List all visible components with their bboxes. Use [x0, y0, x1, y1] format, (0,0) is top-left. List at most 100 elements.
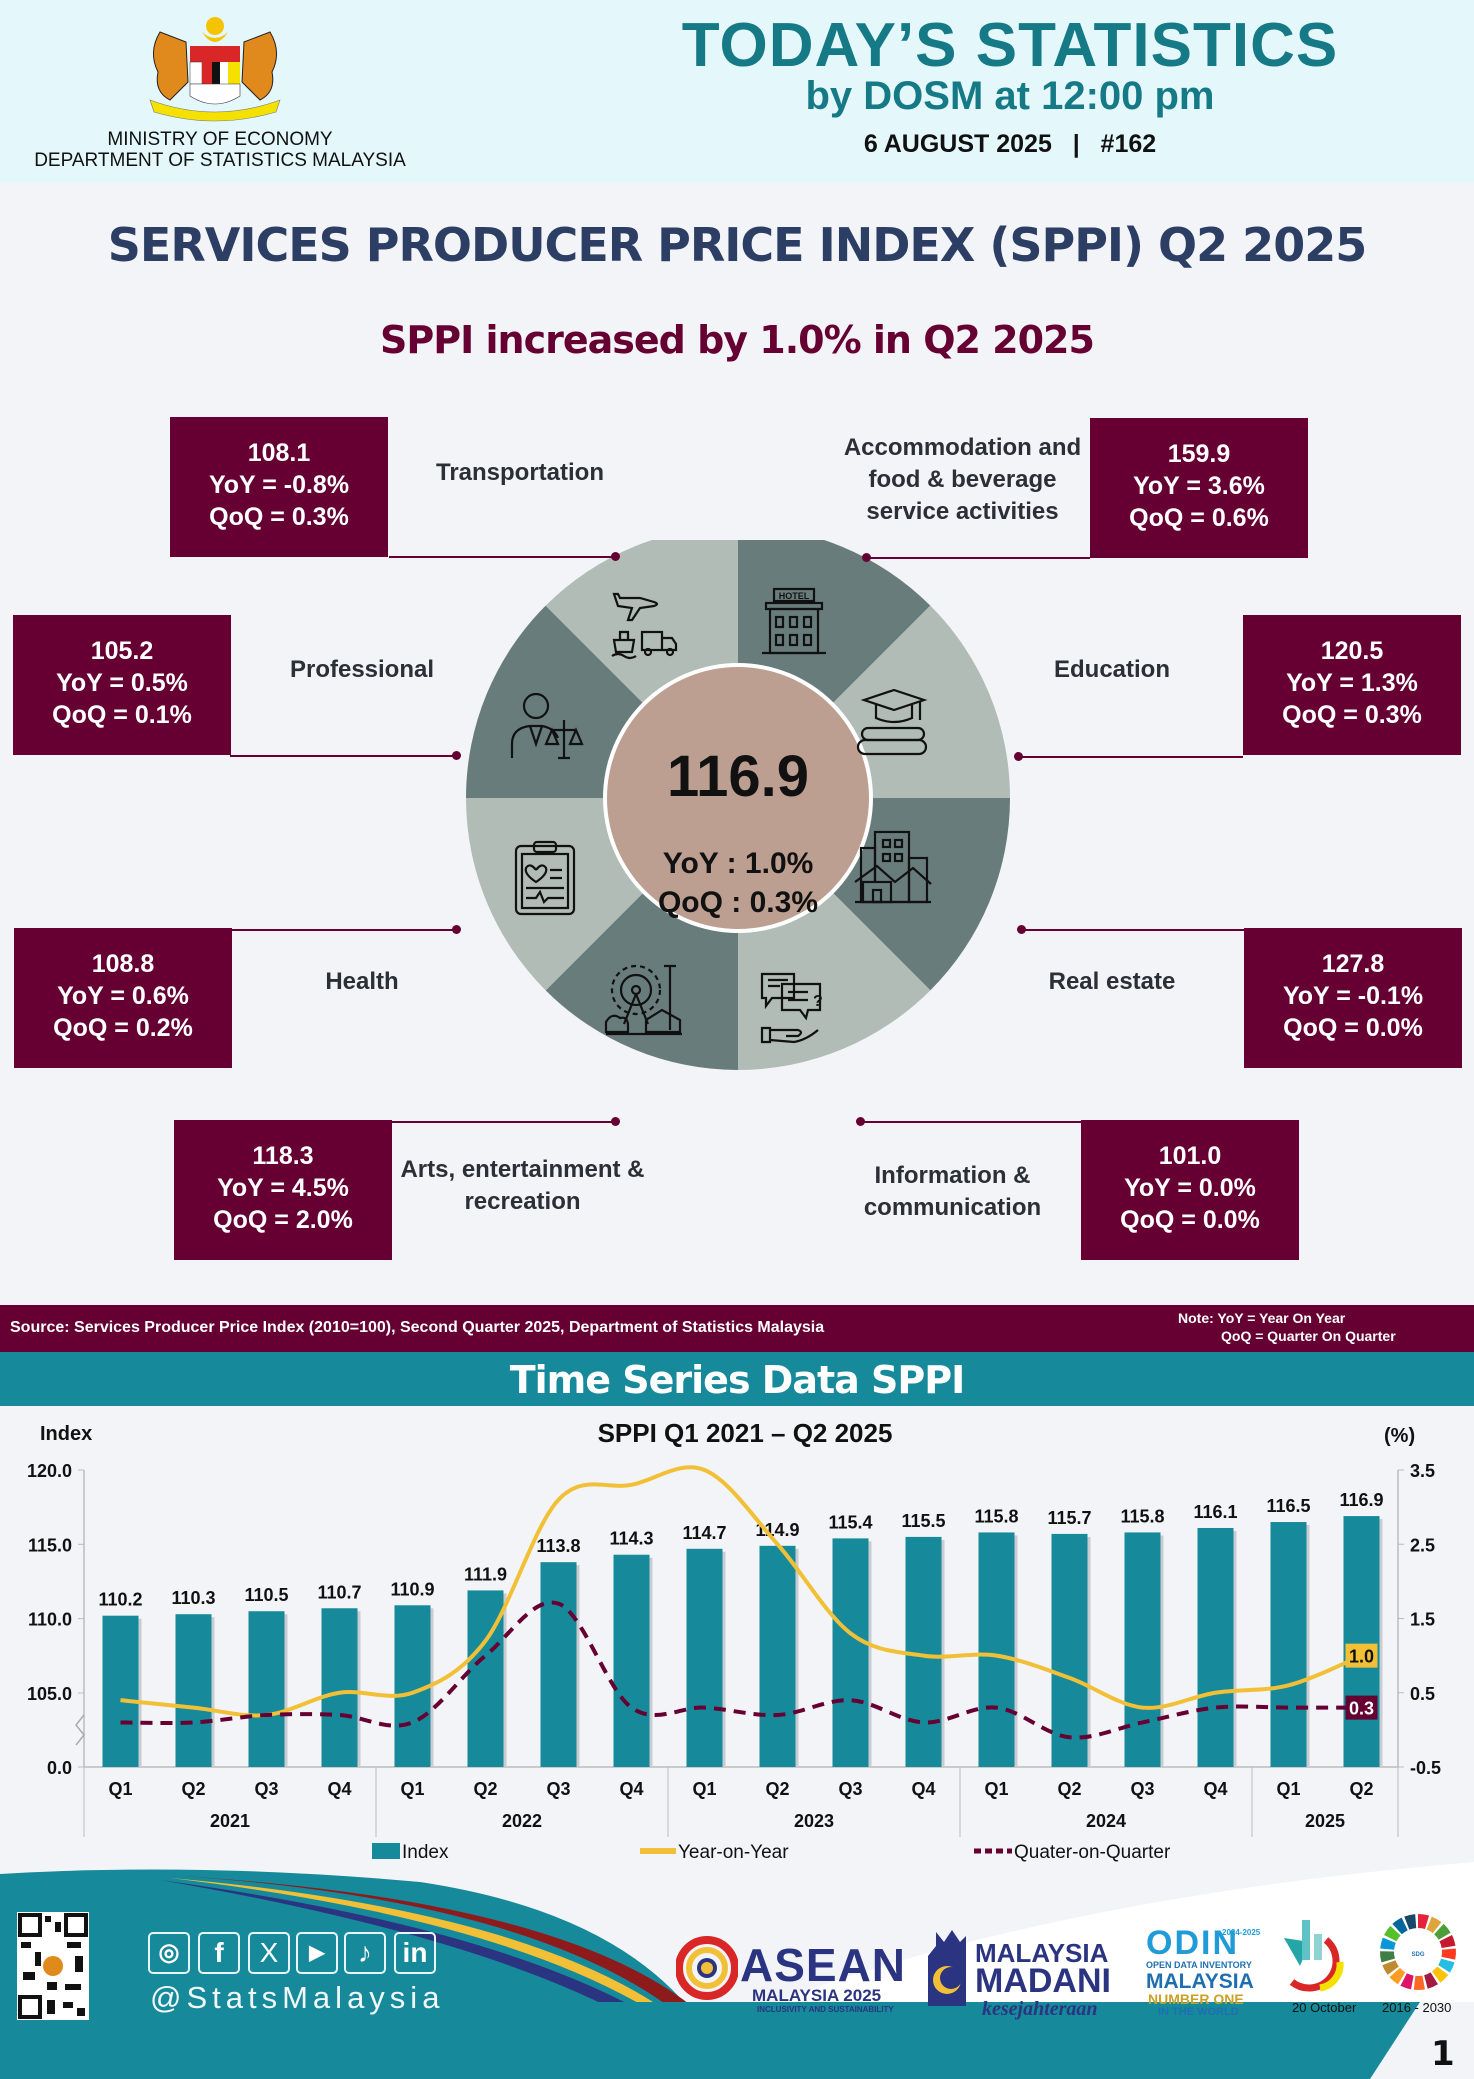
odin-logo-line3: MALAYSIA	[1146, 1970, 1254, 1993]
sector-yoy: YoY = -0.8%	[208, 471, 350, 499]
x-tick-label: Q2	[1349, 1779, 1373, 1799]
malaysia-coat-of-arms-logo	[149, 17, 281, 122]
connector-dot-accommodation	[862, 553, 871, 562]
sector-index: 101.0	[1158, 1142, 1222, 1170]
x-icon[interactable]: X	[248, 1932, 290, 1974]
index-bar	[321, 1608, 358, 1767]
chart-legend: Index Year-on-Year Quater-on-Quarter	[372, 1842, 1171, 1863]
sdg-segment	[1404, 1914, 1417, 1930]
sector-label-education: Education	[1053, 656, 1170, 683]
todays-statistics-title: TODAY’S STATISTICS	[681, 11, 1339, 80]
y2-tick-label: 0.5	[1410, 1684, 1435, 1704]
health-icon	[514, 840, 576, 916]
connector-accommodation	[866, 557, 1090, 559]
index-bar	[248, 1611, 285, 1767]
sdg-segment	[1432, 1966, 1449, 1983]
release-date-issue: 6 AUGUST 2025 | #162	[863, 130, 1157, 158]
facebook-icon[interactable]: f	[198, 1932, 240, 1974]
overall-index: 116.9	[667, 744, 809, 809]
index-bar-label: 115.8	[974, 1506, 1018, 1526]
sector-qoq: QoQ = 2.0%	[213, 1206, 353, 1234]
instagram-icon[interactable]: ◎	[148, 1932, 190, 1974]
chart-title: SPPI Q1 2021 – Q2 2025	[598, 1418, 893, 1448]
x-tick-label: Q1	[692, 1779, 716, 1799]
sector-qoq: QoQ = 0.6%	[1129, 504, 1269, 532]
legend-label-qoq: Quater-on-Quarter	[1014, 1842, 1171, 1863]
index-bar-label: 110.2	[98, 1590, 142, 1610]
release-time-subtitle: by DOSM at 12:00 pm	[805, 74, 1215, 118]
y-tick-label: 110.0	[28, 1610, 72, 1630]
education-icon	[856, 688, 928, 756]
index-bar	[1197, 1527, 1234, 1767]
sector-yoy: YoY = 3.6%	[1133, 472, 1265, 500]
index-bar-label: 110.7	[317, 1582, 361, 1602]
note-qoq: QoQ = Quarter On Quarter	[1221, 1328, 1396, 1344]
connector-dot-professional	[452, 751, 461, 760]
index-bar-label: 114.3	[609, 1529, 653, 1549]
sdg-segment	[1441, 1948, 1456, 1960]
stat-box-professional: 105.2 YoY = 0.5% QoQ = 0.1%	[13, 615, 231, 755]
x-tick-label: Q1	[984, 1779, 1008, 1799]
index-bar	[102, 1615, 139, 1767]
index-bar	[1124, 1532, 1161, 1767]
index-bar-label: 113.8	[536, 1536, 580, 1556]
index-bar-label: 116.5	[1266, 1496, 1310, 1516]
odin-logo-line2: OPEN DATA INVENTORY	[1146, 1960, 1252, 1970]
overall-qoq: QoQ : 0.3%	[658, 886, 818, 919]
index-bar-label: 115.4	[828, 1512, 872, 1532]
index-bar-label: 115.8	[1120, 1506, 1164, 1526]
connector-real-estate	[1022, 929, 1244, 931]
linkedin-icon[interactable]: in	[394, 1932, 436, 1974]
index-bar	[686, 1548, 723, 1767]
stat-box-real-estate: 127.8 YoY = -0.1% QoQ = 0.0%	[1244, 928, 1462, 1068]
x-tick-label: Q4	[327, 1779, 351, 1799]
index-bar-label: 114.9	[755, 1520, 799, 1540]
year-label: 2022	[502, 1811, 542, 1831]
y-tick-label: 0.0	[47, 1758, 72, 1778]
sector-qoq: QoQ = 0.1%	[52, 701, 192, 729]
social-handle[interactable]: @StatsMalaysia	[150, 1980, 445, 2015]
yoy-line	[120, 1465, 1363, 1718]
x-tick-label: Q3	[254, 1779, 278, 1799]
index-bar	[1051, 1533, 1088, 1767]
sdg-segment	[1438, 1958, 1455, 1973]
legend-swatch-yoy	[640, 1848, 676, 1854]
madani-logo-line1: MALAYSIA	[975, 1938, 1109, 1968]
x-tick-label: Q2	[473, 1779, 497, 1799]
x-tick-label: Q4	[911, 1779, 935, 1799]
sector-yoy: YoY = 1.3%	[1286, 669, 1418, 697]
index-bar-label: 114.7	[682, 1523, 726, 1543]
sdg-segment	[1434, 1923, 1451, 1940]
y2-tick-label: 3.5	[1410, 1461, 1435, 1481]
yoy-end-label: 1.0	[1349, 1647, 1374, 1667]
legend-label-yoy: Year-on-Year	[678, 1842, 789, 1863]
odin-logo-years: 2024-2025	[1222, 1928, 1261, 1937]
sector-qoq: QoQ = 0.0%	[1283, 1014, 1423, 1042]
note-yoy: Note: YoY = Year On Year	[1178, 1310, 1346, 1326]
sector-label-transportation: Transportation	[435, 459, 604, 486]
y-tick-label: 120.0	[27, 1461, 72, 1481]
index-bar	[613, 1554, 650, 1767]
x-tick-label: Q4	[619, 1779, 643, 1799]
connector-information	[861, 1121, 1083, 1123]
youtube-icon[interactable]: ▶	[296, 1932, 338, 1974]
legend-swatch-index	[372, 1843, 400, 1859]
connector-dot-arts	[611, 1117, 620, 1126]
sector-label-real-estate: Real estate	[1048, 968, 1176, 995]
sector-index: 159.9	[1167, 440, 1231, 468]
odin-logo-line4: NUMBER ONE	[1148, 1991, 1244, 2007]
qoq-end-label-box	[1345, 1695, 1378, 1720]
qr-code[interactable]	[17, 1912, 89, 2020]
connector-transportation	[389, 556, 616, 558]
sector-index: 118.3	[252, 1142, 314, 1170]
x-axis-labels: Q1 Q2 Q3 Q4 Q1 Q2 Q3 Q4 Q1 Q2 Q3 Q4 Q1 Q2 Q3 Q4 Q1 Q22021…	[83, 1767, 1399, 1837]
odin-logo-title: ODIN	[1146, 1924, 1239, 1962]
sector-label-accommodation: Accommodation and food & beverage servic…	[843, 434, 1082, 525]
stat-box-information: 101.0 YoY = 0.0% QoQ = 0.0%	[1081, 1120, 1299, 1260]
statistics-day-logo	[1284, 1920, 1344, 1992]
qoq-end-label: 0.3	[1349, 1699, 1374, 1719]
sector-yoy: YoY = -0.1%	[1282, 982, 1424, 1010]
stat-box-health: 108.8 YoY = 0.6% QoQ = 0.2%	[14, 928, 232, 1068]
tiktok-icon[interactable]: ♪	[344, 1932, 386, 1974]
x-tick-label: Q3	[1130, 1779, 1154, 1799]
